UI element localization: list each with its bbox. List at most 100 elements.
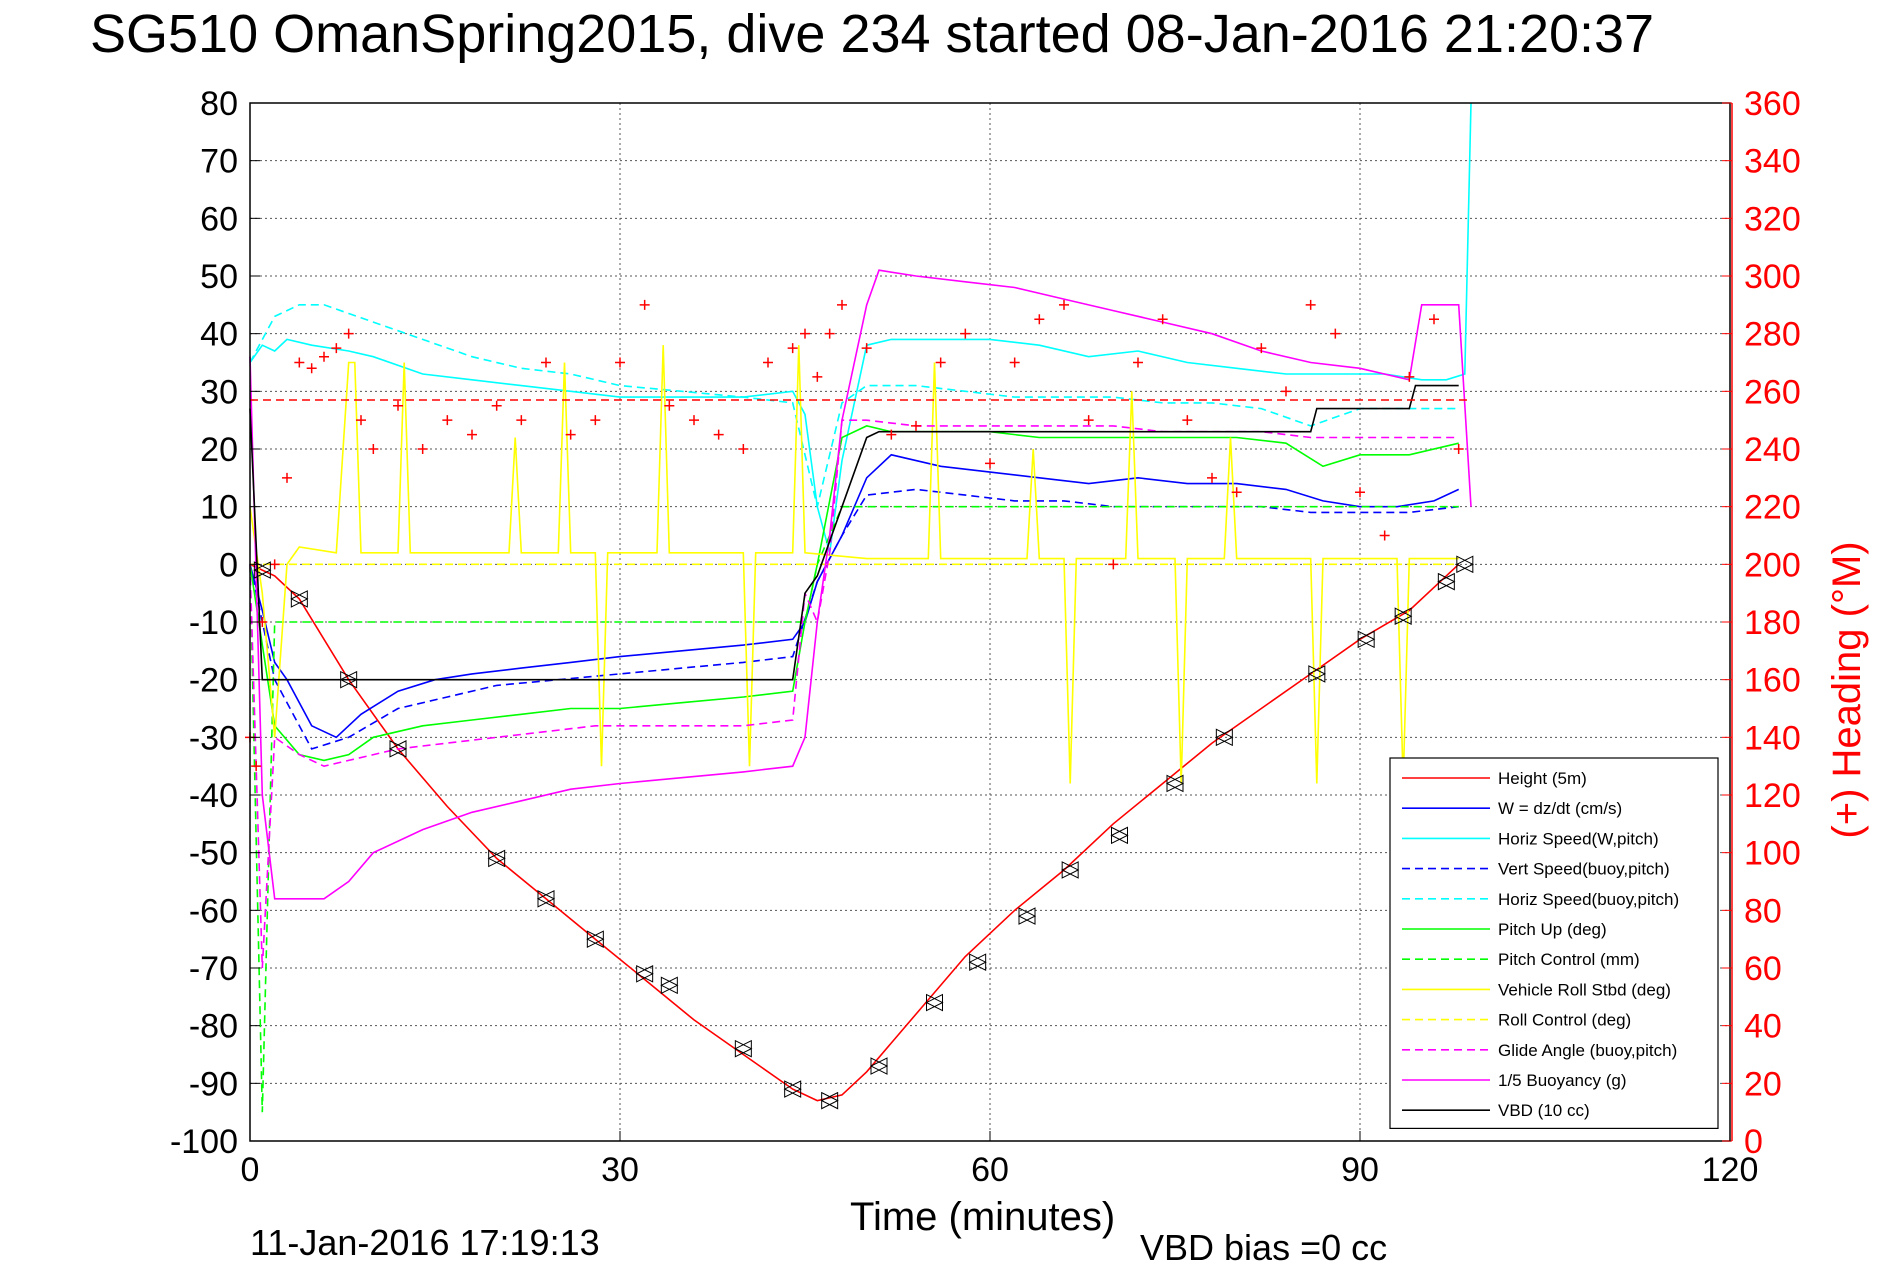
right-tick-label: 300 — [1744, 258, 1801, 296]
heading-point — [886, 429, 897, 440]
x-tick-label: 120 — [1702, 1151, 1759, 1189]
heading-point — [985, 458, 995, 469]
left-tick-label: -50 — [189, 835, 238, 873]
right-tick-label: 20 — [1744, 1065, 1782, 1103]
legend-label: Horiz Speed(buoy,pitch) — [1498, 890, 1679, 909]
heading-point — [861, 343, 872, 354]
target-marker — [968, 953, 987, 972]
target-marker — [734, 1039, 753, 1058]
target-marker — [783, 1080, 802, 1098]
x-tick-label: 30 — [601, 1151, 639, 1189]
heading-point — [368, 444, 379, 454]
left-tick-label: -60 — [189, 892, 238, 930]
heading-point — [467, 429, 477, 440]
heading-point — [1281, 386, 1291, 397]
heading-point — [491, 400, 502, 411]
x-tick-label: 60 — [971, 1151, 1009, 1189]
right-tick-label: 340 — [1744, 143, 1801, 181]
left-tick-label: -80 — [189, 1008, 238, 1046]
target-marker — [290, 590, 309, 608]
heading-point — [787, 343, 798, 354]
legend-label: Pitch Up (deg) — [1498, 920, 1607, 939]
series-line-vehicle-roll-stbd-deg — [249, 345, 1459, 784]
heading-point — [1330, 328, 1341, 339]
timestamp-label: 11-Jan-2016 17:19:13 — [250, 1222, 600, 1262]
chart-title: SG510 OmanSpring2015, dive 234 started 0… — [90, 4, 1654, 64]
legend-label: W = dz/dt (cm/s) — [1498, 799, 1622, 818]
heading-point — [1034, 314, 1045, 325]
legend-label: Vert Speed(buoy,pitch) — [1498, 860, 1670, 879]
heading-point — [269, 559, 280, 570]
heading-point — [1207, 472, 1217, 483]
heading-point — [565, 429, 576, 440]
series-line-1-5-buoyancy-g — [249, 269, 1472, 900]
right-tick-label: 220 — [1744, 489, 1801, 527]
target-marker — [660, 976, 679, 995]
target-marker — [869, 1057, 889, 1075]
heading-point — [319, 351, 329, 362]
right-tick-label: 240 — [1744, 431, 1801, 469]
right-tick-label: 60 — [1744, 950, 1782, 988]
right-tick-label: 260 — [1744, 373, 1801, 411]
heading-point — [541, 357, 551, 368]
left-tick-label: -70 — [189, 950, 238, 988]
target-marker — [586, 930, 605, 948]
legend-label: Roll Control (deg) — [1498, 1011, 1631, 1030]
heading-point — [800, 328, 810, 339]
target-marker — [1017, 907, 1037, 925]
heading-point — [294, 357, 305, 368]
right-tick-label: 160 — [1744, 662, 1801, 700]
heading-point — [393, 400, 403, 411]
heading-point — [516, 415, 527, 426]
series-line-pitch-control-mm — [249, 505, 1459, 1113]
left-tick-label: -20 — [189, 662, 238, 700]
heading-point — [1404, 371, 1415, 382]
target-marker — [388, 740, 408, 758]
target-marker — [1110, 826, 1129, 845]
heading-point — [1379, 530, 1390, 541]
left-tick-label: -30 — [189, 719, 238, 757]
heading-point — [763, 357, 773, 368]
right-tick-label: 0 — [1744, 1123, 1763, 1161]
series-line-horiz-speed-buoy-pitch — [249, 303, 1459, 507]
heading-point — [442, 415, 453, 426]
left-tick-label: 50 — [200, 258, 238, 296]
heading-point — [1355, 487, 1365, 498]
heading-point — [1059, 299, 1069, 310]
left-tick-label: -10 — [189, 604, 238, 642]
target-marker — [1307, 665, 1326, 683]
heading-point — [1157, 314, 1168, 325]
right-axis-ticks: 3603403203002802602402202001801601401201… — [1722, 85, 1801, 1161]
target-marker — [1455, 555, 1474, 574]
heading-point — [251, 761, 262, 772]
vbd-bias-label: VBD bias =0 cc — [1140, 1227, 1387, 1262]
left-tick-label: 60 — [200, 200, 238, 238]
right-tick-label: 200 — [1744, 546, 1801, 584]
heading-point — [331, 343, 342, 354]
legend-label: 1/5 Buoyancy (g) — [1498, 1071, 1627, 1090]
heading-point — [960, 328, 971, 339]
left-tick-label: 20 — [200, 431, 238, 469]
marker-layer — [245, 299, 1474, 1110]
left-tick-label: 10 — [200, 489, 238, 527]
right-tick-label: 80 — [1744, 892, 1782, 930]
target-marker — [1061, 861, 1080, 879]
left-tick-label: 80 — [200, 85, 238, 123]
heading-point — [664, 400, 675, 411]
right-tick-label: 140 — [1744, 719, 1801, 757]
heading-point — [713, 429, 724, 440]
heading-point — [738, 444, 749, 454]
target-marker — [1394, 607, 1413, 626]
legend-label: Height (5m) — [1498, 769, 1587, 788]
left-tick-label: 30 — [200, 373, 238, 411]
target-marker — [536, 889, 556, 908]
series-layer — [249, 102, 1472, 1113]
target-marker — [339, 670, 358, 689]
legend-label: VBD (10 cc) — [1498, 1101, 1590, 1120]
heading-point — [911, 420, 921, 431]
heading-point — [1009, 357, 1020, 368]
legend: Height (5m) W = dz/dt (cm/s) Horiz Speed(W… — [1389, 757, 1719, 1129]
heading-point — [1231, 487, 1242, 498]
right-tick-label: 280 — [1744, 316, 1801, 354]
